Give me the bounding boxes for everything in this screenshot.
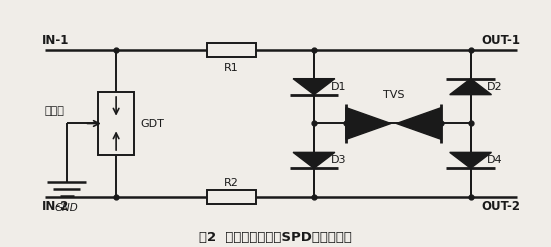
Text: OUT-1: OUT-1 [481,34,520,47]
Text: IN-1: IN-1 [42,34,69,47]
Text: TVS: TVS [383,90,404,100]
Text: GDT: GDT [141,119,164,128]
Bar [98,92,134,155]
Polygon shape [346,107,391,140]
Text: 图2  二线制信号线路SPD电路原理图: 图2 二线制信号线路SPD电路原理图 [199,231,352,244]
Text: D1: D1 [331,82,346,92]
Text: IN-2: IN-2 [42,200,69,213]
Text: R2: R2 [224,179,239,188]
Bar [207,43,256,57]
Text: R1: R1 [224,63,239,73]
Bar [207,190,256,204]
Text: OUT-2: OUT-2 [481,200,520,213]
Text: D4: D4 [487,155,503,165]
Polygon shape [396,107,441,140]
Text: D2: D2 [487,82,503,92]
Text: D3: D3 [331,155,346,165]
Polygon shape [450,79,491,95]
Text: 二线制: 二线制 [45,106,64,116]
Polygon shape [293,79,335,95]
Text: GND: GND [55,203,79,213]
Polygon shape [293,152,335,168]
Polygon shape [450,152,491,168]
